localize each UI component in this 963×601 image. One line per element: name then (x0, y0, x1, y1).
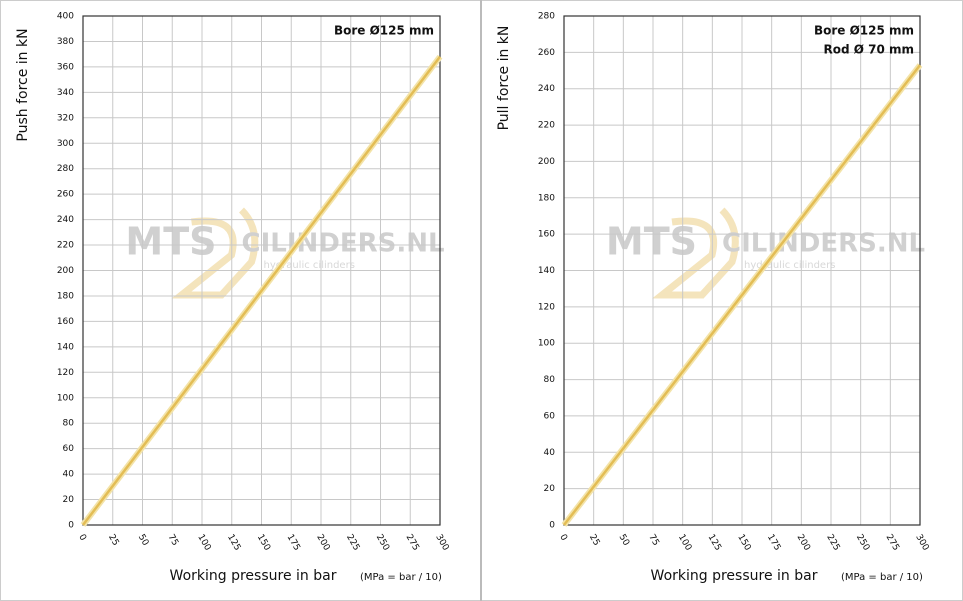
x-axis-title: Working pressure in bar (651, 568, 818, 584)
x-tick-label: 300 (433, 533, 450, 553)
y-tick-label: 260 (538, 48, 555, 58)
x-tick-label: 50 (136, 533, 151, 548)
x-tick-label: 225 (824, 533, 841, 553)
x-tick-label: 275 (884, 533, 901, 553)
y-tick-label: 120 (538, 302, 555, 312)
y-tick-label: 40 (544, 448, 556, 458)
x-axis-note: (MPa = bar / 10) (360, 572, 442, 583)
x-tick-label: 100 (195, 533, 212, 553)
y-tick-label: 100 (57, 393, 74, 403)
x-axis-note: (MPa = bar / 10) (841, 572, 923, 583)
x-tick-label: 50 (617, 533, 632, 548)
y-tick-label: 60 (63, 444, 75, 454)
x-tick-label: 150 (255, 533, 272, 553)
plot-frame (563, 15, 921, 526)
y-tick-label: 40 (63, 470, 75, 480)
y-tick-label: 240 (57, 215, 74, 225)
y-tick-label: 100 (538, 339, 555, 349)
y-tick-label: 240 (538, 84, 555, 94)
x-tick-label: 200 (314, 533, 331, 553)
x-tick-label: 75 (646, 533, 660, 548)
x-tick-label: 250 (374, 533, 391, 553)
y-tick-label: 80 (63, 419, 75, 429)
data-line (82, 55, 441, 526)
x-tick-label: 75 (165, 533, 179, 548)
watermark-brand: MTS (606, 220, 697, 264)
y-tick-label: 140 (538, 266, 555, 276)
y-tick-label: 60 (544, 411, 556, 421)
x-tick-label: 125 (225, 533, 242, 553)
y-tick-label: 280 (538, 12, 555, 22)
x-axis-title: Working pressure in bar (170, 568, 337, 584)
x-tick-label: 0 (557, 533, 569, 543)
y-tick-label: 200 (538, 157, 555, 167)
y-tick-label: 320 (57, 113, 74, 123)
data-line (563, 64, 921, 526)
x-tick-label: 250 (854, 533, 871, 553)
y-tick-label: 0 (549, 521, 555, 531)
x-tick-label: 225 (344, 533, 361, 553)
watermark-tagline: hydraulic cilinders (264, 260, 355, 271)
y-tick-label: 0 (68, 521, 74, 531)
plot-frame (82, 15, 441, 526)
x-tick-label: 275 (403, 533, 420, 553)
x-tick-label: 125 (706, 533, 723, 553)
y-tick-label: 220 (57, 241, 74, 251)
y-tick-label: 180 (538, 193, 555, 203)
y-tick-label: 280 (57, 164, 74, 174)
x-tick-label: 25 (587, 533, 601, 548)
y-tick-label: 300 (57, 139, 74, 149)
watermark-site: CILINDERS.NL (242, 229, 445, 259)
x-tick-label: 100 (676, 533, 693, 553)
x-tick-label: 175 (765, 533, 782, 553)
y-tick-label: 260 (57, 190, 74, 200)
y-tick-label: 20 (63, 495, 75, 505)
watermark-swoosh (652, 207, 739, 299)
y-tick-label: 380 (57, 37, 74, 47)
y-axis-title: Push force in kN (15, 28, 31, 141)
y-tick-label: 220 (538, 121, 555, 131)
watermark-brand: MTS (125, 220, 216, 264)
y-tick-label: 200 (57, 266, 74, 276)
y-tick-label: 160 (538, 230, 555, 240)
annotation: Rod Ø 70 mm (823, 43, 914, 57)
annotation: Bore Ø125 mm (334, 24, 434, 38)
x-tick-label: 300 (913, 533, 930, 553)
annotation: Bore Ø125 mm (814, 24, 914, 38)
x-tick-label: 25 (106, 533, 120, 548)
watermark-tagline: hydraulic cilinders (744, 260, 835, 271)
y-tick-label: 140 (57, 342, 74, 352)
y-tick-label: 360 (57, 62, 74, 72)
y-tick-label: 160 (57, 317, 74, 327)
y-tick-label: 400 (57, 12, 74, 22)
y-tick-label: 80 (544, 375, 556, 385)
y-axis-title: Pull force in kN (496, 26, 512, 131)
x-tick-label: 150 (735, 533, 752, 553)
x-tick-label: 200 (795, 533, 812, 553)
watermark-swoosh (171, 207, 259, 299)
x-tick-label: 0 (76, 533, 88, 543)
y-tick-label: 20 (544, 484, 556, 494)
watermark-site: CILINDERS.NL (722, 229, 925, 259)
y-tick-label: 120 (57, 368, 74, 378)
y-tick-label: 180 (57, 291, 74, 301)
x-tick-label: 175 (284, 533, 301, 553)
y-tick-label: 340 (57, 88, 74, 98)
